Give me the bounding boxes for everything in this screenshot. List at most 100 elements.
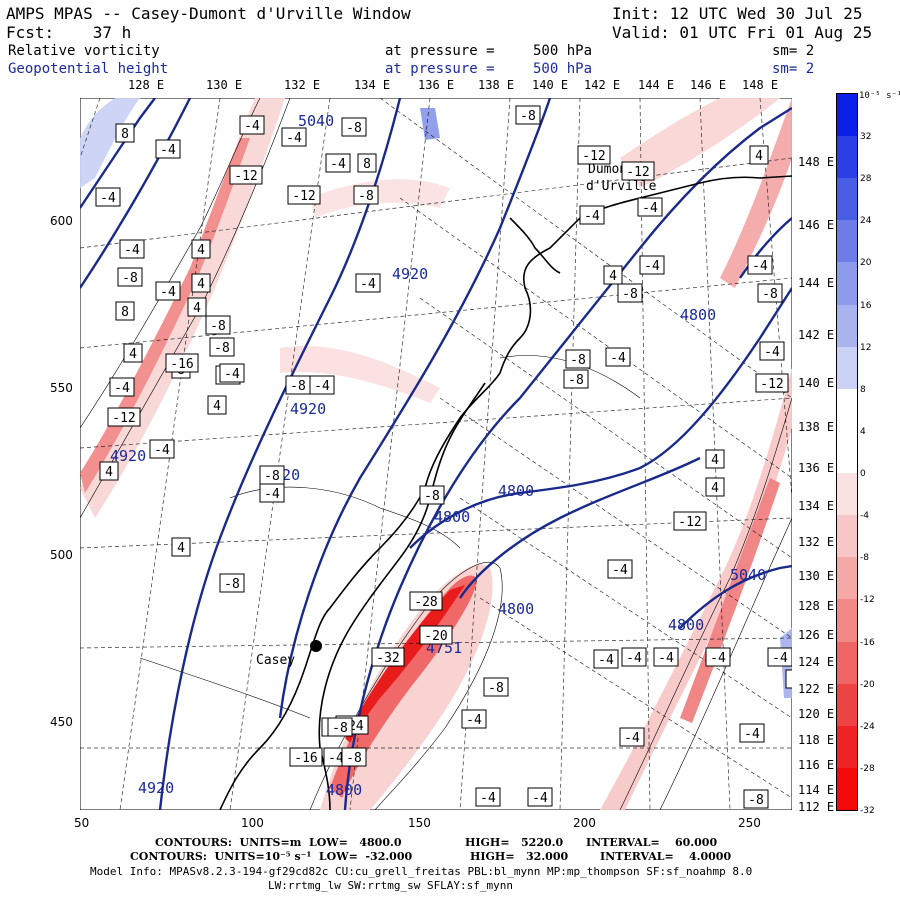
vorticity-contour-label: -8	[757, 283, 783, 303]
height-contours	[80, 98, 792, 810]
colorbar-level-label: -12	[860, 595, 875, 606]
x-tick-label: 100	[241, 816, 264, 830]
vorticity-contour-label: -8	[219, 573, 245, 593]
svg-text:-16: -16	[294, 751, 317, 766]
right-lon-label: 130 E	[798, 569, 835, 583]
svg-text:-12: -12	[292, 189, 315, 204]
right-lon-label: 114 E	[798, 783, 835, 797]
colorbar-level-label: -16	[860, 637, 875, 648]
right-lon-label: 142 E	[798, 328, 835, 342]
right-lon-label: 116 E	[798, 758, 835, 772]
colorbar-swatch	[837, 725, 857, 769]
svg-text:-4: -4	[598, 653, 614, 668]
vorticity-contour-label: -32	[371, 647, 405, 667]
colorbar-swatch	[837, 473, 857, 516]
svg-text:4: 4	[755, 149, 763, 164]
svg-text:-4: -4	[360, 277, 376, 292]
vorticity-contour-label: -4	[149, 439, 175, 459]
vorticity-contour-label: -4	[461, 709, 487, 729]
vorticity-contour-label: -4	[259, 483, 285, 503]
vorticity-contour-label: -4	[593, 649, 619, 669]
map-title: AMPS MPAS -- Casey-Dumont d'Urville Wind…	[6, 4, 411, 23]
top-lon-label: 134 E	[354, 78, 391, 92]
vorticity-contour-label: -12	[621, 161, 655, 181]
height-contour-label: 4800	[668, 616, 704, 634]
vorticity-contour-label: 4	[603, 265, 623, 285]
svg-text:-8: -8	[346, 751, 362, 766]
top-lon-label: 144 E	[638, 78, 675, 92]
colorbar-level-label: 4	[860, 426, 866, 437]
valid-time: Valid: 01 UTC Fri 01 Aug 25	[612, 23, 873, 42]
colorbar-level-label: 8	[860, 384, 866, 395]
vorticity-contour-label: -4	[155, 281, 181, 301]
top-lon-label: 128 E	[128, 78, 165, 92]
colorbar-level-label: -24	[860, 721, 875, 732]
vorticity-contour-label: -12	[107, 407, 141, 427]
svg-text:-4: -4	[114, 381, 130, 396]
svg-text:-4: -4	[532, 791, 548, 806]
svg-text:-8: -8	[332, 721, 348, 736]
y-tick-label: 450	[50, 715, 73, 729]
svg-text:-4: -4	[772, 651, 788, 666]
vorticity-contour-label: -8	[419, 485, 445, 505]
x-tick-label: 250	[738, 816, 761, 830]
vorticity-contour-label: 8	[357, 153, 377, 173]
right-lon-label: 134 E	[798, 499, 835, 513]
svg-text:4: 4	[129, 347, 137, 362]
svg-text:-4: -4	[480, 791, 496, 806]
colorbar-level-label: 32	[860, 132, 872, 143]
svg-text:-4: -4	[764, 345, 780, 360]
colorbar-level-label: -32	[860, 806, 875, 816]
vorticity-contour-label: 4	[191, 273, 211, 293]
vorticity-labels: 8-4-4-4-8-12-48-12-8-8-4444-4-48-8-8-4-1…	[95, 105, 792, 809]
field-1-pressure-value: 500 hPa	[533, 43, 593, 59]
colorbar-level-label: -8	[860, 553, 869, 564]
casey-marker	[310, 640, 322, 652]
y-tick-label: 550	[50, 381, 73, 395]
colorbar-labels: 32 28 24 20 16 12 8 4 0 -4 -8 -12 -16 -20 -24 -28 -32	[856, 93, 896, 816]
vorticity-contour-label: -4	[639, 255, 665, 275]
colorbar-swatch	[837, 430, 857, 474]
vorticity-contour-label: -8	[205, 315, 231, 335]
vorticity-contour-high: HIGH= 32.000	[470, 850, 569, 863]
vorticity-contour-label: 4	[123, 343, 143, 363]
svg-text:4: 4	[609, 269, 617, 284]
svg-text:-4: -4	[610, 351, 626, 366]
height-contour-label: 4800	[498, 482, 534, 500]
svg-text:4: 4	[213, 399, 221, 414]
svg-text:-4: -4	[124, 243, 140, 258]
height-contour-interval: INTERVAL= 60.000	[586, 836, 718, 849]
svg-text:-4: -4	[626, 651, 642, 666]
svg-text:-4: -4	[752, 259, 768, 274]
svg-text:-32: -32	[376, 651, 399, 666]
vorticity-contour-label: -4	[637, 197, 663, 217]
height-labels: 5040492049204920480048004800480047514920…	[110, 112, 766, 799]
svg-text:4: 4	[105, 465, 113, 480]
vorticity-contour-label: -8	[563, 369, 589, 389]
x-tick-label: 150	[408, 816, 431, 830]
svg-text:-12: -12	[234, 169, 257, 184]
durville-label: d'Urville	[586, 179, 657, 194]
vorticity-contour-label: -12	[229, 165, 263, 185]
right-lon-label: 112 E	[798, 800, 835, 814]
height-contour-label: 4920	[392, 265, 428, 283]
vorticity-contour-label: 4	[705, 477, 725, 497]
x-tick-label: 50	[74, 816, 90, 830]
right-lon-label: 126 E	[798, 628, 835, 642]
vorticity-contour-label: 4	[99, 461, 119, 481]
vorticity-contour-label: -4	[325, 153, 351, 173]
svg-text:8: 8	[121, 305, 129, 320]
vorticity-contour-label: -4	[239, 115, 265, 135]
vorticity-contour-label: -8	[117, 267, 143, 287]
height-contour-label: 5040	[730, 566, 766, 584]
svg-text:-8: -8	[748, 793, 764, 808]
model-info: Model Info: MPASv8.2.3-194-gf29cd82c CU:…	[90, 865, 753, 878]
height-contour-label: 4920	[138, 779, 174, 797]
colorbar-level-label: 24	[860, 216, 872, 227]
field-2-pressure-value: 500 hPa	[533, 61, 593, 77]
svg-text:-4: -4	[160, 285, 176, 300]
colorbar-swatch	[837, 346, 857, 390]
right-lon-label: 140 E	[798, 376, 835, 390]
svg-text:8: 8	[363, 157, 371, 172]
svg-text:-4: -4	[790, 673, 792, 688]
